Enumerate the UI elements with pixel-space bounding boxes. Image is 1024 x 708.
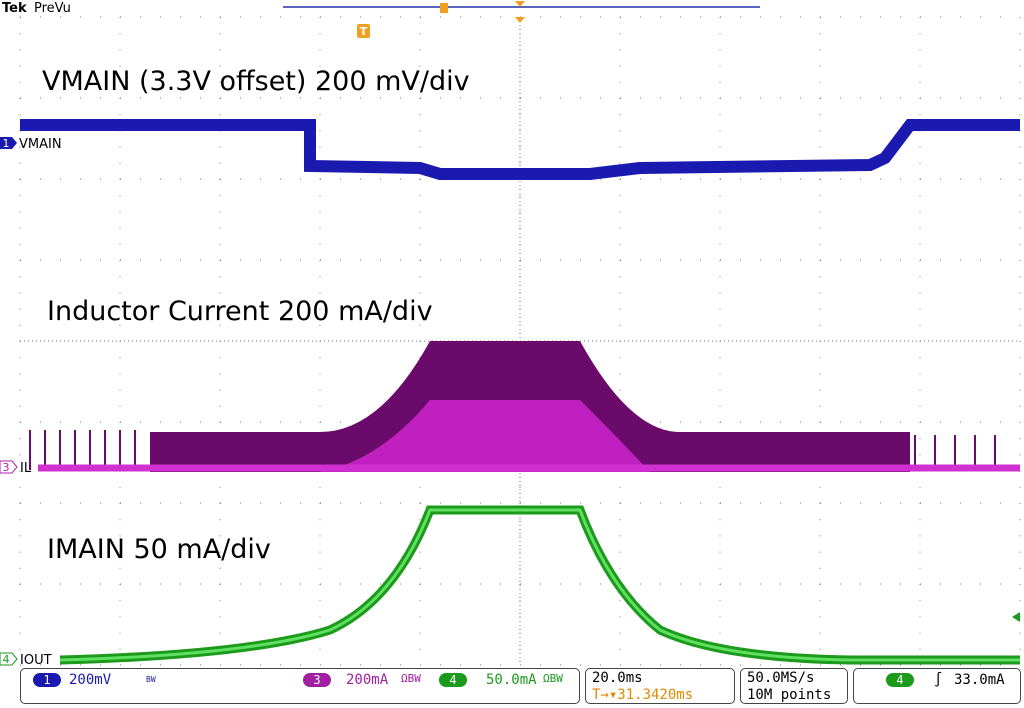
sample-rate: 50.0MS/s	[747, 670, 815, 686]
scope-screen: Tek PreVu T VMAIN (3.3V offset) 200 mV/d…	[0, 1, 1021, 668]
trigger-badge	[357, 24, 370, 38]
il-band	[320, 400, 650, 472]
trig-level: 33.0mA	[954, 672, 1005, 688]
annotation: IMAIN 50 mA/div	[47, 534, 271, 565]
ch-scale: 50.0mA	[486, 672, 537, 688]
ch-pill: 4	[439, 673, 467, 687]
imain-trace	[59, 505, 1020, 665]
mode: PreVu	[34, 1, 71, 16]
channel-label: IOUT	[20, 653, 52, 668]
channel-number: 1	[3, 137, 10, 150]
ch-pill: 1	[33, 673, 61, 687]
trigger-level	[1012, 612, 1020, 622]
channel-number: 4	[3, 653, 10, 666]
ch3-marker: 3 IL	[0, 460, 32, 476]
trigger-box: 4 ∫ 33.0mA	[853, 668, 1021, 704]
ch-pill: 3	[303, 673, 331, 687]
trig-slope: ∫	[934, 672, 943, 688]
il-spikes	[29, 430, 996, 470]
ch1-marker: 1 VMAIN	[0, 137, 62, 152]
timebase-position: T→▾31.3420ms	[592, 687, 694, 703]
trigger-pos	[515, 1, 525, 7]
ch4-marker: 4 IOUT	[0, 652, 52, 668]
trigger-marker: T	[360, 25, 368, 38]
timebase-box: 20.0ms T→▾31.3420ms	[585, 668, 735, 704]
acq-box: 50.0MS/s 10M points	[740, 668, 848, 704]
trig-source: 4	[886, 673, 914, 687]
brand: Tek	[2, 1, 27, 16]
timebase-scale: 20.0ms	[592, 670, 643, 686]
vmain-trace	[20, 119, 1020, 180]
channel-number: 3	[3, 461, 10, 474]
ch-flags: BW	[146, 675, 156, 684]
channel-box: 1 200mV BW 3 200mA ΩBW 4 50.0mA ΩBW	[20, 668, 580, 704]
record-marker	[440, 3, 448, 13]
ch-flags: ΩBW	[543, 672, 563, 685]
annotation: VMAIN (3.3V offset) 200 mV/div	[42, 66, 470, 97]
annotation: Inductor Current 200 mA/div	[47, 296, 433, 327]
ch-flags: ΩBW	[401, 672, 421, 685]
channel-label: VMAIN	[19, 137, 62, 152]
ch-scale: 200mA	[346, 672, 389, 688]
imain-trace-core	[59, 508, 1020, 662]
record-length: 10M points	[747, 687, 832, 703]
channel-label: IL	[20, 461, 32, 476]
ch-scale: 200mV	[69, 672, 112, 688]
trigger-pos	[515, 17, 525, 23]
